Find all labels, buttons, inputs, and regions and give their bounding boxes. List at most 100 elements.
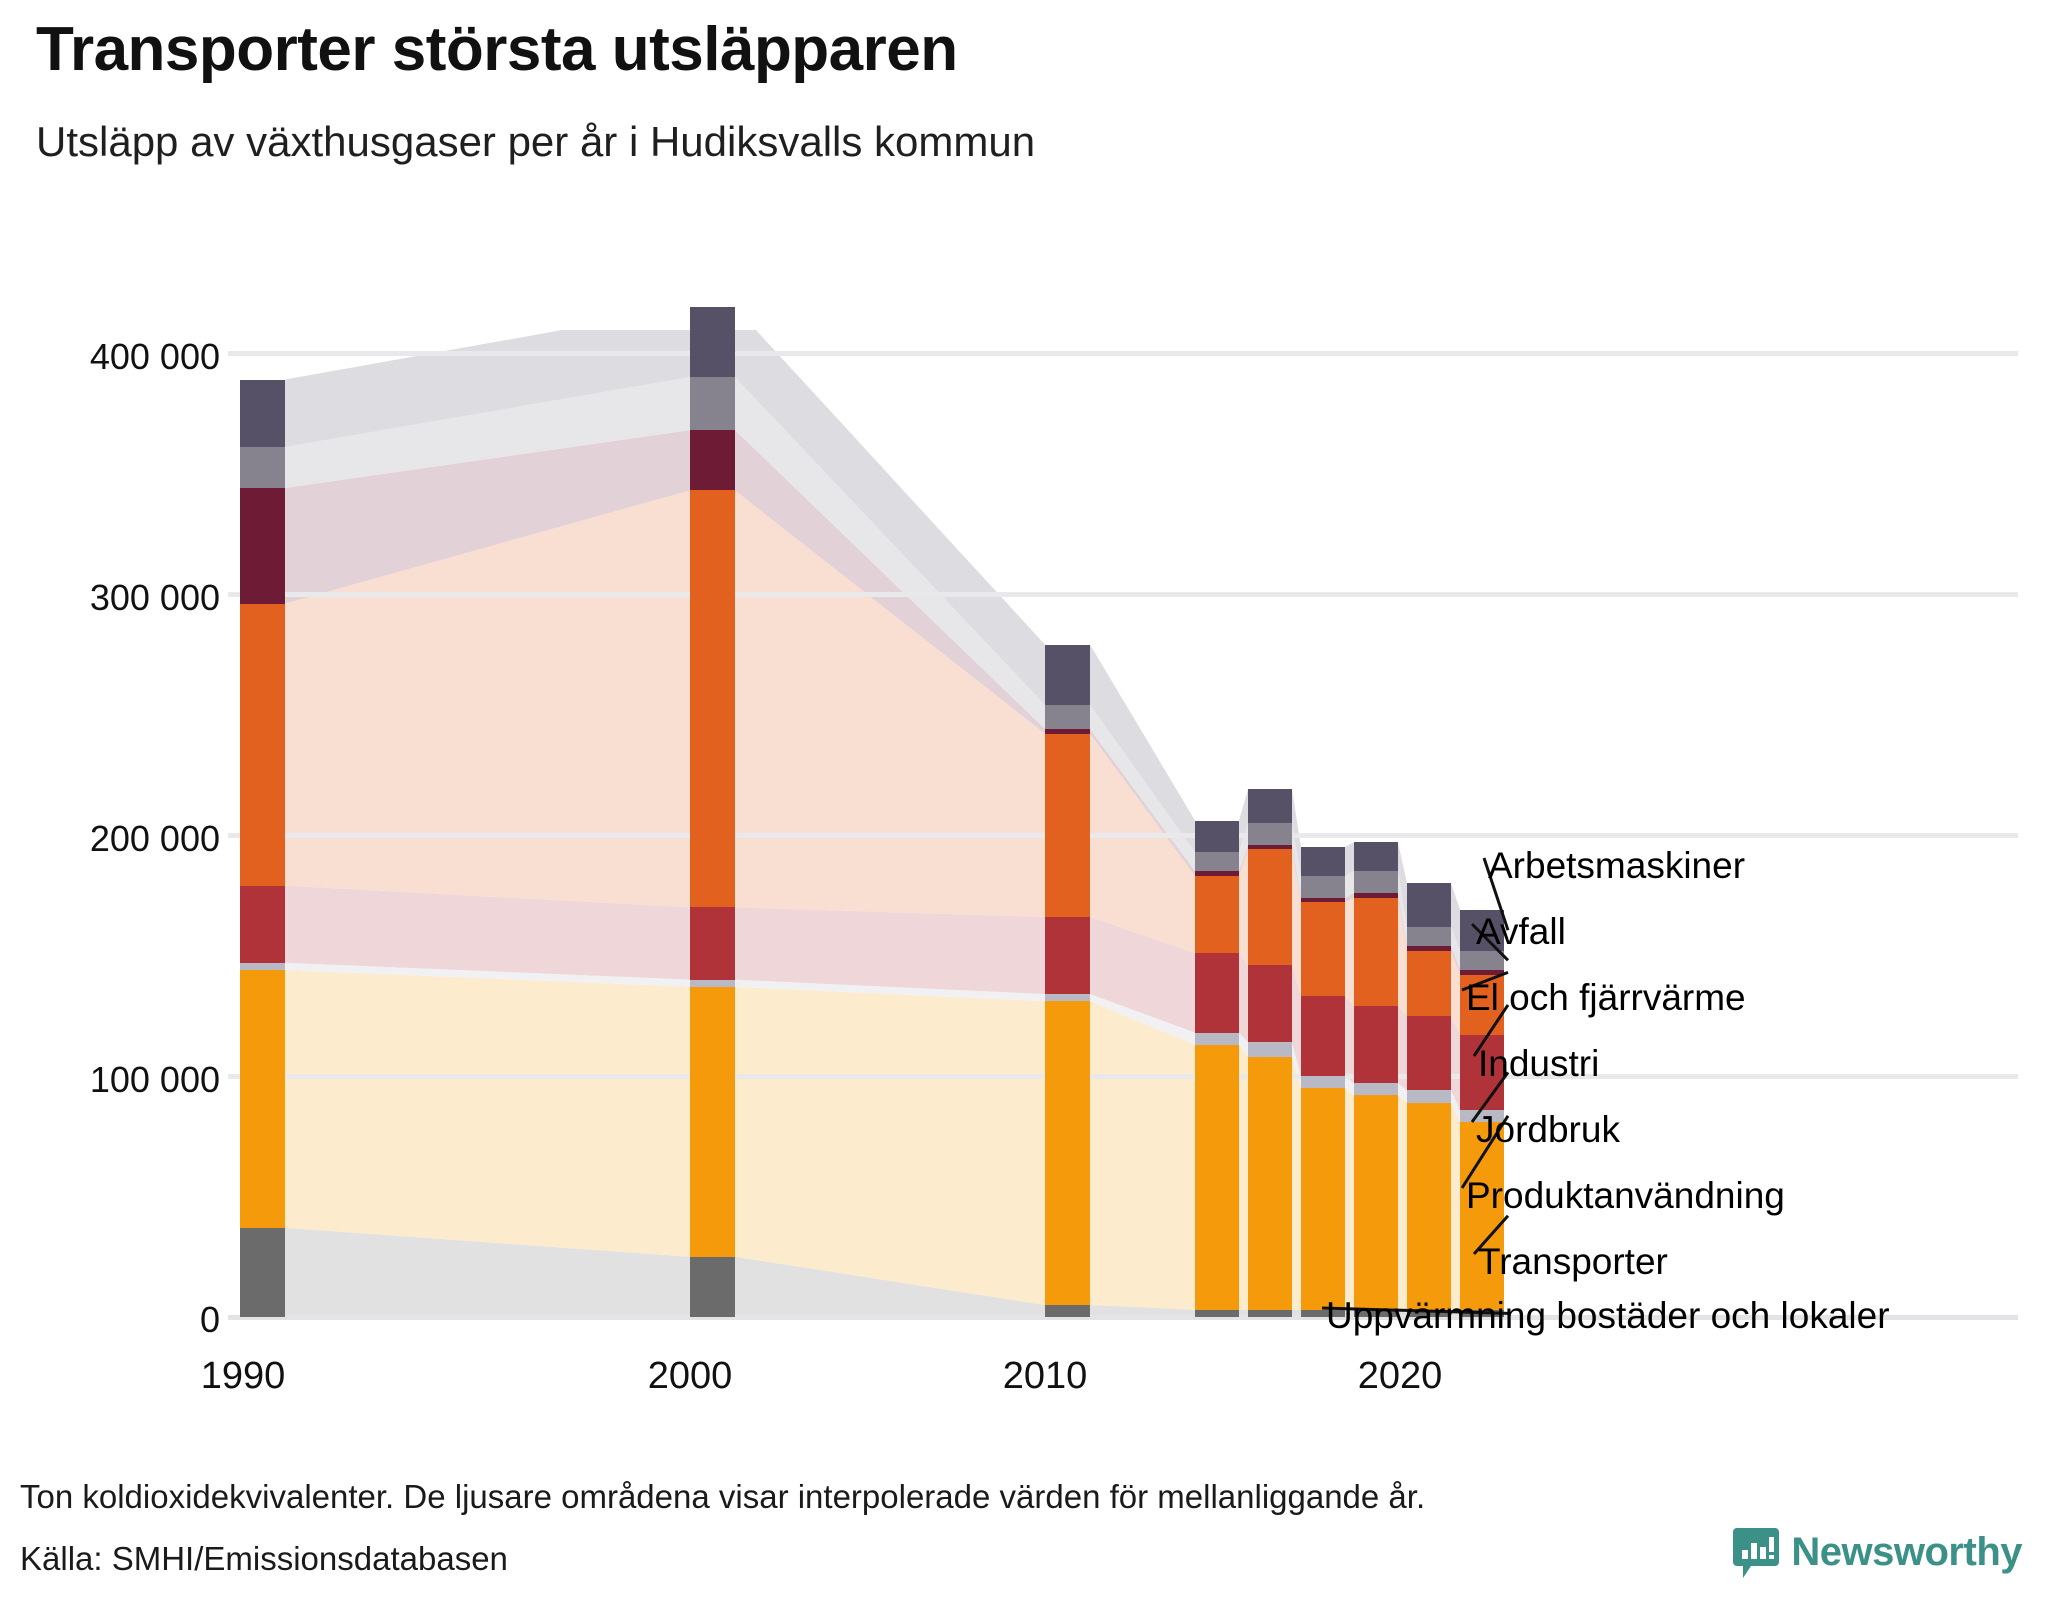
bar-segment-1 xyxy=(1354,1095,1398,1310)
bar-segment-4 xyxy=(690,490,735,908)
interpolated-band-6 xyxy=(1345,871,1354,898)
bar-segment-4 xyxy=(1354,897,1398,1007)
bar-segment-6 xyxy=(1407,926,1451,946)
legend-label-uppvarmning[interactable]: Uppvärmning bostäder och lokaler xyxy=(1326,1295,1890,1336)
y-axis-label-400000: 400 000 xyxy=(89,336,220,377)
bar-segment-4 xyxy=(1045,733,1090,917)
bar-segment-7 xyxy=(1248,789,1292,823)
bar-segment-4 xyxy=(1301,902,1345,997)
bar-2010[interactable] xyxy=(1045,330,1090,1320)
legend-label-el-och-fjarrvarme[interactable]: El och fjärrvärme xyxy=(1466,977,1746,1018)
gridline-100000 xyxy=(228,1074,2018,1079)
interpolated-band-7 xyxy=(1345,842,1354,876)
bar-segment-5 xyxy=(1301,897,1345,903)
interpolated-band-2 xyxy=(1398,1083,1407,1103)
bar-segment-7 xyxy=(1354,842,1398,872)
y-axis-label-300000: 300 000 xyxy=(89,577,220,618)
interpolated-band-3 xyxy=(285,885,690,980)
bar-segment-5 xyxy=(1460,969,1504,975)
bar-segment-7 xyxy=(1195,820,1239,852)
bar-2017[interactable] xyxy=(1301,330,1345,1320)
bar-2000[interactable] xyxy=(690,307,735,1320)
interpolated-bands xyxy=(285,330,1460,1317)
bar-segment-2 xyxy=(1301,1076,1345,1089)
interpolated-band-0 xyxy=(735,1256,1045,1317)
interpolated-band-5 xyxy=(285,430,690,604)
bar-segment-5 xyxy=(1045,728,1090,734)
interpolated-band-3 xyxy=(735,907,1045,995)
interpolated-band-4 xyxy=(1345,897,1354,1007)
bar-segment-7 xyxy=(1045,644,1090,705)
bar-segment-1 xyxy=(240,969,285,1228)
interpolated-band-7 xyxy=(735,330,1045,705)
legend-label-avfall[interactable]: Avfall xyxy=(1476,911,1566,952)
interpolated-band-6 xyxy=(1398,871,1407,946)
bar-segment-7 xyxy=(1407,883,1451,927)
bar-segment-3 xyxy=(240,885,285,963)
interpolated-band-1 xyxy=(1345,1088,1354,1310)
bar-segment-5 xyxy=(1407,945,1451,951)
x-axis-label-1990: 1990 xyxy=(200,1355,286,1397)
interpolated-band-3 xyxy=(1398,1006,1407,1091)
newsworthy-bubble-icon xyxy=(1733,1528,1780,1578)
bar-segment-3 xyxy=(1195,953,1239,1033)
bar-segment-1 xyxy=(1407,1102,1451,1310)
gridline-400000 xyxy=(228,351,2018,356)
bar-segment-2 xyxy=(240,962,285,970)
bar-segment-3 xyxy=(1407,1015,1451,1091)
bar-segment-5 xyxy=(1248,844,1292,850)
plot-area xyxy=(228,307,2018,1320)
bar-segment-5 xyxy=(1195,871,1239,876)
bar-segment-1 xyxy=(1195,1044,1239,1310)
bar-segment-6 xyxy=(1460,950,1504,970)
legend-label-industri[interactable]: Industri xyxy=(1478,1043,1600,1084)
legend-label-jordbruk[interactable]: Jordbruk xyxy=(1476,1109,1620,1150)
bar-segment-2 xyxy=(690,979,735,987)
y-axis-label-100000: 100 000 xyxy=(89,1059,220,1100)
axis-baseline xyxy=(228,1315,2018,1320)
interpolated-band-5 xyxy=(1398,892,1407,951)
bar-segment-6 xyxy=(1045,704,1090,729)
bar-2015[interactable] xyxy=(1195,330,1239,1320)
interpolated-band-4 xyxy=(1090,733,1195,954)
x-axis-label-2010: 2010 xyxy=(1002,1355,1088,1397)
bar-segment-3 xyxy=(690,907,735,980)
interpolated-band-0 xyxy=(285,1227,690,1317)
interpolated-band-1 xyxy=(1451,1102,1460,1310)
legend-label-transporter[interactable]: Transporter xyxy=(1478,1241,1668,1282)
bar-segment-3 xyxy=(1301,996,1345,1076)
bar-segment-1 xyxy=(1248,1056,1292,1310)
interpolated-band-7 xyxy=(1292,789,1301,876)
bar-segment-5 xyxy=(1354,892,1398,898)
interpolated-band-2 xyxy=(735,979,1045,1002)
bar-segment-7 xyxy=(240,379,285,447)
interpolated-band-4 xyxy=(1451,950,1460,1036)
bar-2016[interactable] xyxy=(1248,330,1292,1320)
legend-label-produktanvandning[interactable]: Produktanvändning xyxy=(1466,1175,1785,1216)
interpolated-band-1 xyxy=(285,969,690,1257)
interpolated-band-7 xyxy=(285,330,690,447)
interpolated-band-7 xyxy=(1398,842,1407,927)
interpolated-band-3 xyxy=(1292,965,1301,1076)
footnote: Ton koldioxidekvivalenter. De ljusare om… xyxy=(20,1478,1426,1515)
bar-segment-0 xyxy=(1195,1309,1239,1317)
interpolated-band-1 xyxy=(1292,1056,1301,1310)
interpolated-band-4 xyxy=(1239,849,1248,966)
newsworthy-logo[interactable]: Newsworthy xyxy=(1733,1528,2022,1578)
interpolated-band-1 xyxy=(1398,1095,1407,1310)
legend-label-arbetsmaskiner[interactable]: Arbetsmaskiner xyxy=(1488,845,1746,886)
bar-2019[interactable] xyxy=(1407,330,1451,1320)
gridline-300000 xyxy=(228,592,2018,597)
gridline-200000 xyxy=(228,833,2018,838)
bar-segment-0 xyxy=(690,1256,735,1317)
interpolated-band-5 xyxy=(735,430,1045,734)
bar-segment-0 xyxy=(1248,1309,1292,1317)
y-axis-label-200000: 200 000 xyxy=(89,818,220,859)
interpolated-band-6 xyxy=(1451,926,1460,970)
interpolated-band-2 xyxy=(1239,1032,1248,1057)
bar-2018[interactable] xyxy=(1354,330,1398,1320)
bar-2020[interactable] xyxy=(1460,330,1504,1320)
interpolated-band-2 xyxy=(1451,1090,1460,1122)
bar-1990[interactable] xyxy=(240,330,285,1320)
interpolated-band-5 xyxy=(1345,892,1354,903)
